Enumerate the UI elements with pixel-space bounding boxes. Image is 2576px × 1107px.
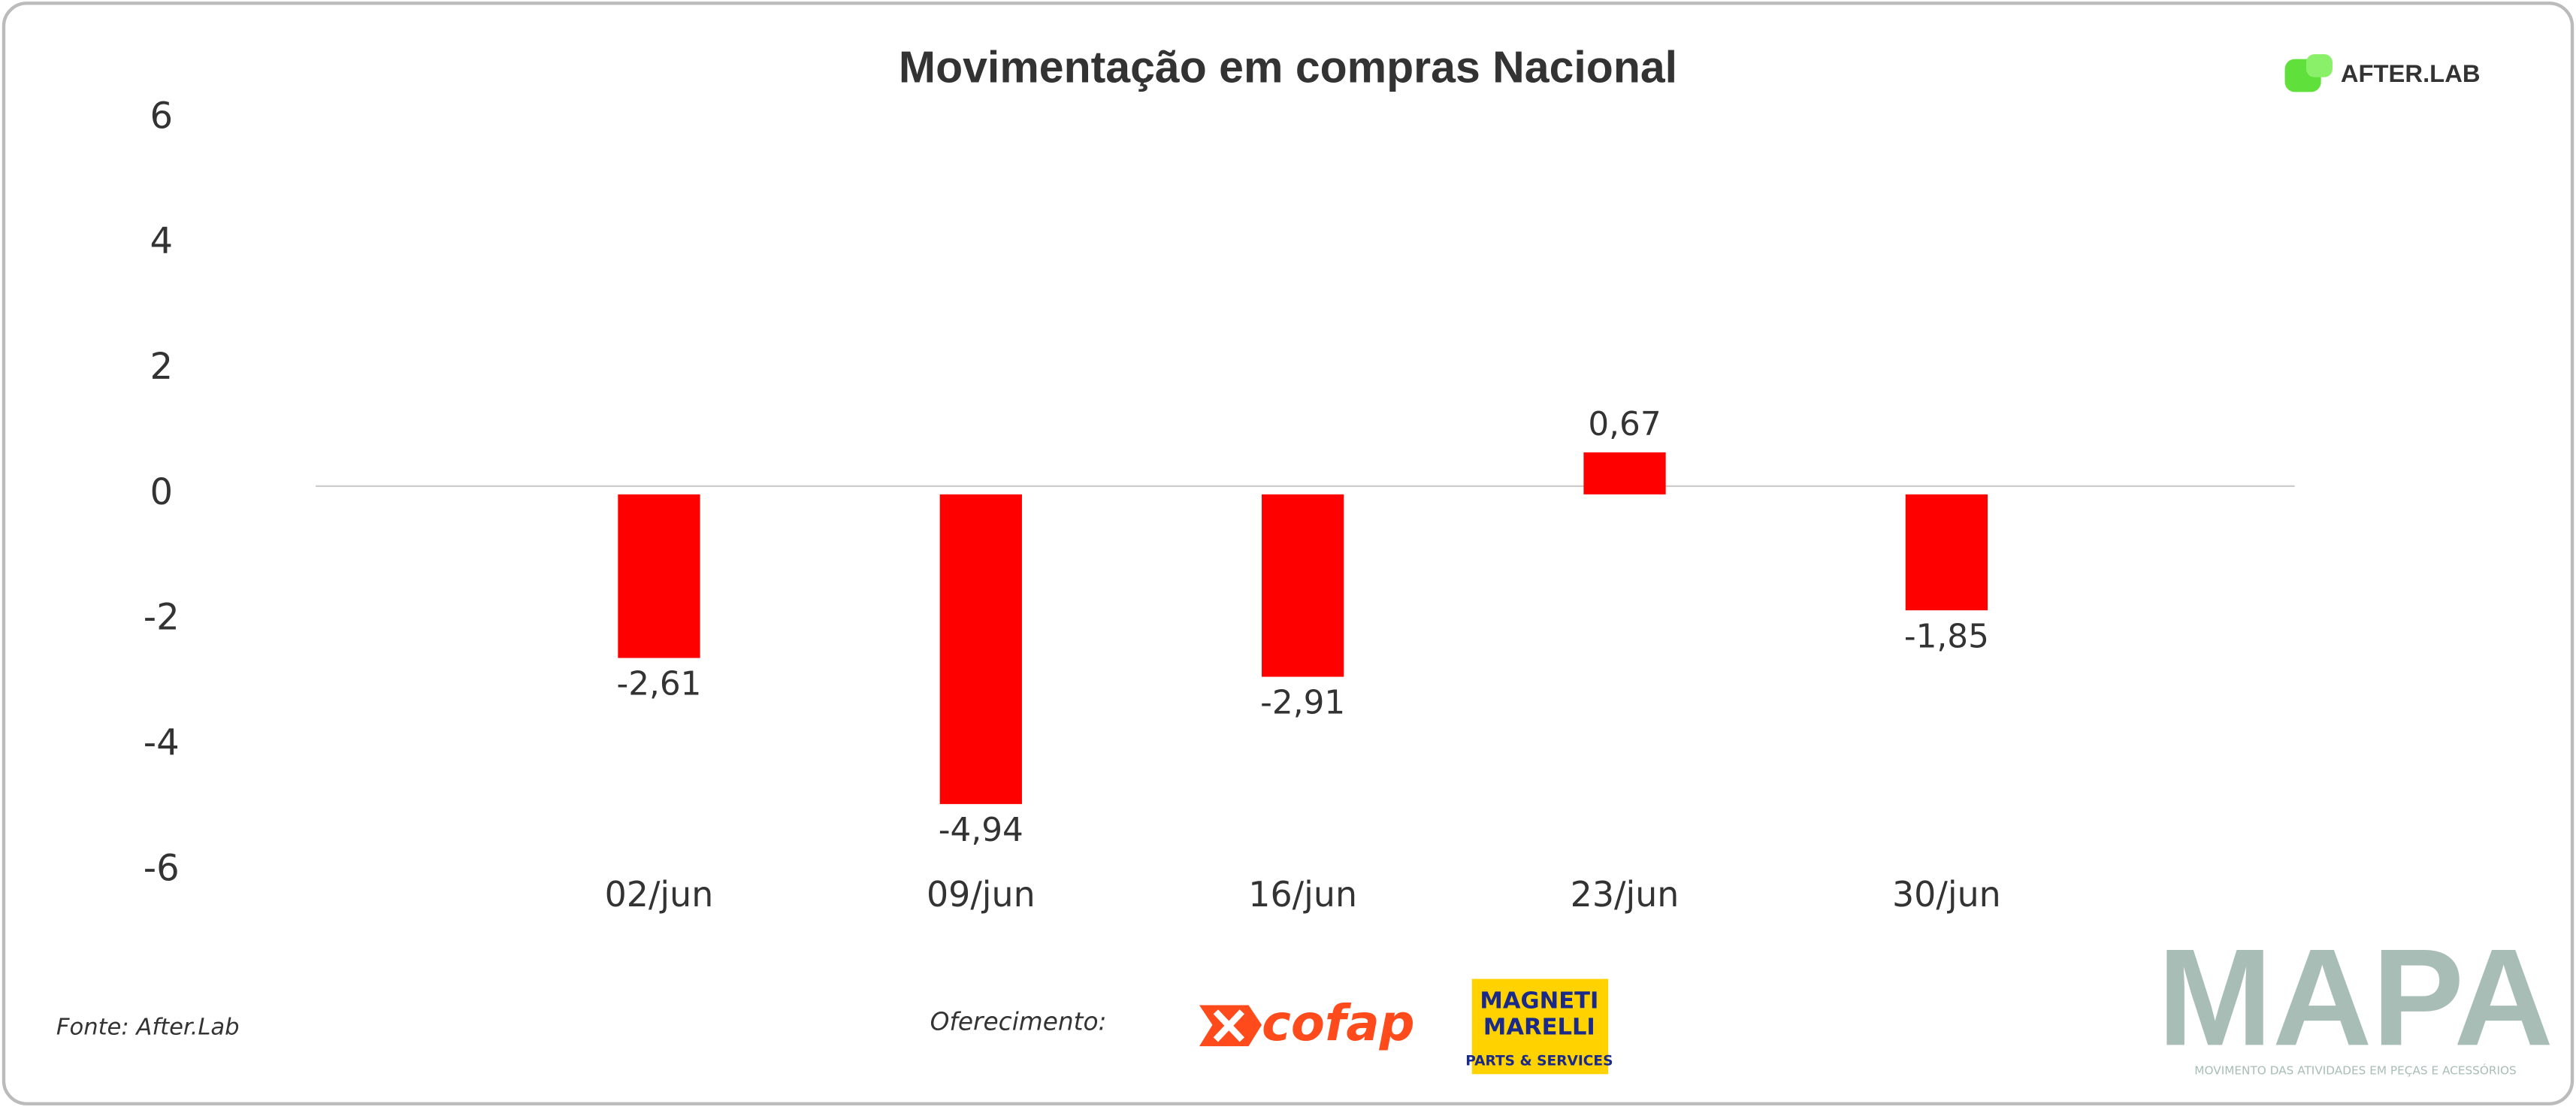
brand: AFTER.LAB [2341,59,2481,87]
marelli-logo [1471,978,1609,1075]
y-tick-label: -4 [144,721,180,764]
chart-title: Movimentação em compras Nacional [899,43,1677,92]
y-tick-label: 6 [150,95,173,137]
sponsor-marelli: MARELLI [1483,1015,1595,1041]
bar [618,494,700,658]
y-tick-label: -6 [144,847,180,889]
mapa-title: MAPA [2157,920,2553,1074]
y-tick-label: 4 [150,220,173,262]
value-label: -1,85 [1904,617,1989,655]
y-tick-label: 2 [150,346,173,388]
value-label: 0,67 [1588,405,1661,443]
bar [1262,494,1344,677]
x-tick-label: 02/jun [605,874,714,915]
y-tick-label: 0 [150,471,173,513]
sponsor-label: Oferecimento: [930,1008,1107,1036]
x-tick-label: 09/jun [927,874,1036,915]
x-tick-label: 16/jun [1248,874,1357,915]
sponsor-marelli: PARTS & SERVICES [1465,1053,1613,1069]
cofap-icon [1213,1009,1244,1042]
y-tick-label: -2 [144,597,180,639]
value-label: -4,94 [939,811,1023,849]
bar [1583,452,1666,495]
x-tick-label: 23/jun [1571,874,1680,915]
mapa-subtitle: MOVIMENTO DAS ATIVIDADES EM PEÇAS E ACES… [2194,1063,2516,1077]
brand-icon [2305,54,2333,77]
bar [939,494,1022,804]
bar [1905,494,1988,611]
value-label: -2,61 [616,665,701,703]
sponsor-cofap: cofap [1262,995,1415,1052]
source: Fonte: After.Lab [56,1015,240,1041]
value-label: -2,91 [1260,684,1345,722]
x-tick-label: 30/jun [1892,874,2001,915]
sponsor-marelli: MAGNETI [1480,988,1598,1015]
